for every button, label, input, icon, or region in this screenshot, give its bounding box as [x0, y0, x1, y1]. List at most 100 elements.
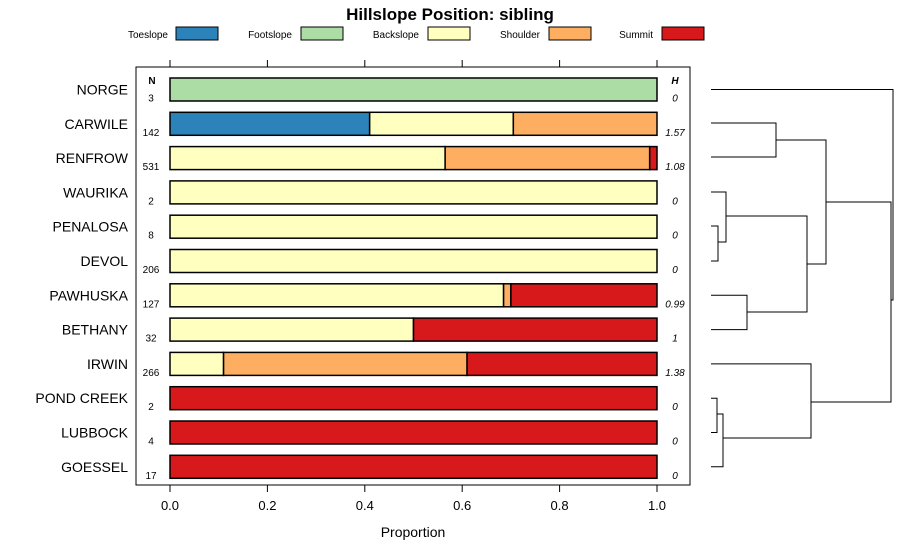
bar-segment-backslope: [169, 351, 225, 377]
plot-frame: [135, 66, 691, 486]
bar-segment-backslope: [169, 283, 505, 308]
row-n: 266: [143, 368, 160, 379]
dendrogram-branch: [711, 363, 812, 439]
row-h: 0.99: [665, 299, 685, 310]
legend-swatch-backslope: [427, 26, 471, 41]
row-label: PENALOSA: [53, 219, 129, 235]
n-header: N: [148, 76, 155, 87]
row-n: 206: [143, 265, 160, 276]
row-label: IRWIN: [87, 356, 128, 372]
dendrogram-branch: [711, 191, 727, 243]
row-h: 0: [672, 402, 678, 413]
row-n: 3: [148, 94, 154, 105]
row-label: CARWILE: [64, 116, 128, 132]
x-tick-label: 0.8: [551, 498, 569, 513]
row-n: 2: [148, 402, 154, 413]
row-n: 4: [148, 437, 154, 448]
row-label: PAWHUSKA: [49, 287, 128, 303]
x-tick-label: 0.2: [258, 498, 276, 513]
row-n: 32: [145, 334, 157, 345]
row-label: NORGE: [77, 82, 128, 98]
bar-segment-summit: [169, 420, 658, 445]
bar-segment-backslope: [368, 111, 515, 137]
legend-label-toeslope: Toeslope: [128, 30, 168, 41]
bar-segment-summit: [412, 317, 658, 342]
row-h: 1.38: [665, 368, 685, 379]
row-label: BETHANY: [62, 322, 129, 338]
legend-label-backslope: Backslope: [373, 30, 420, 41]
bar-segment-shoulder: [512, 111, 658, 137]
row-n: 142: [143, 128, 160, 139]
bar-segment-backslope: [169, 214, 658, 239]
row-n: 2: [148, 196, 154, 207]
row-lubbock: LUBBOCK 4 0: [61, 420, 678, 448]
row-bethany: BETHANY 32 1: [62, 317, 678, 345]
bar-segment-summit: [169, 454, 658, 480]
row-renfrow: RENFROW 531 1.08: [56, 145, 685, 173]
row-h: 1: [672, 334, 678, 345]
dendrogram-branch: [711, 294, 748, 331]
bar-segment-shoulder: [222, 351, 468, 377]
row-label: RENFROW: [56, 150, 129, 166]
bar-segment-summit: [466, 351, 658, 377]
legend: Toeslope Footslope Backslope Shoulder Summit: [128, 26, 705, 41]
legend-swatch-shoulder: [548, 26, 592, 41]
row-n: 531: [143, 162, 160, 173]
dendrogram-branch: [711, 122, 777, 158]
legend-swatch-toeslope: [175, 26, 219, 41]
row-h: 1.08: [665, 162, 685, 173]
h-header: H: [671, 76, 679, 87]
bar-segment-summit: [169, 385, 658, 411]
row-h: 0: [672, 471, 678, 482]
row-h: 1.57: [665, 128, 685, 139]
dendrogram-branch: [811, 201, 892, 403]
bar-segment-summit: [510, 283, 658, 308]
bar-segment-backslope: [169, 145, 446, 171]
row-h: 0: [672, 437, 678, 448]
row-label: LUBBOCK: [61, 425, 129, 441]
bar-segment-backslope: [169, 248, 658, 274]
row-h: 0: [672, 94, 678, 105]
bar-segment-footslope: [169, 77, 658, 102]
row-pawhuska: PAWHUSKA 127 0.99: [49, 283, 685, 310]
row-label: WAURIKA: [63, 184, 128, 200]
row-goessel: GOESSEL 17 0: [61, 454, 678, 482]
row-n: 17: [145, 471, 157, 482]
bar-segment-shoulder: [444, 145, 651, 171]
legend-label-shoulder: Shoulder: [500, 30, 541, 41]
dendrogram-branch: [726, 215, 808, 313]
row-h: 0: [672, 265, 678, 276]
x-tick-label: 0.0: [161, 498, 179, 513]
x-axis: 0.0 0.2 0.4 0.6 0.8 1.0: [161, 60, 666, 513]
x-tick-label: 0.6: [453, 498, 471, 513]
row-label: DEVOL: [81, 253, 129, 269]
x-axis-label: Proportion: [381, 524, 446, 540]
bar-segment-summit: [648, 145, 658, 171]
row-waurika: WAURIKA 2 0: [63, 180, 678, 207]
x-tick-label: 1.0: [648, 498, 666, 513]
bar-segment-toeslope: [169, 111, 371, 137]
dendrogram-branch: [711, 225, 719, 262]
row-n: 8: [148, 231, 154, 242]
x-tick-label: 0.4: [356, 498, 374, 513]
legend-swatch-footslope: [300, 26, 344, 41]
row-carwile: CARWILE 142 1.57: [64, 111, 685, 139]
row-devol: DEVOL 206 0: [81, 248, 678, 276]
chart-title: Hillslope Position: sibling: [346, 5, 554, 24]
row-n: 127: [143, 299, 160, 310]
dendrogram-branch: [711, 397, 718, 433]
row-irwin: IRWIN 266 1.38: [87, 351, 685, 379]
legend-label-footslope: Footslope: [248, 30, 292, 41]
dendrogram: [711, 89, 894, 468]
row-label: POND CREEK: [35, 390, 128, 406]
bar-segment-backslope: [169, 180, 658, 205]
row-label: GOESSEL: [61, 459, 128, 475]
dendrogram-branch: [711, 89, 894, 301]
row-h: 0: [672, 231, 678, 242]
row-norge: NORGE 3 0: [77, 77, 678, 105]
row-h: 0: [672, 196, 678, 207]
dendrogram-branch: [776, 139, 827, 265]
bar-segment-backslope: [169, 317, 415, 342]
